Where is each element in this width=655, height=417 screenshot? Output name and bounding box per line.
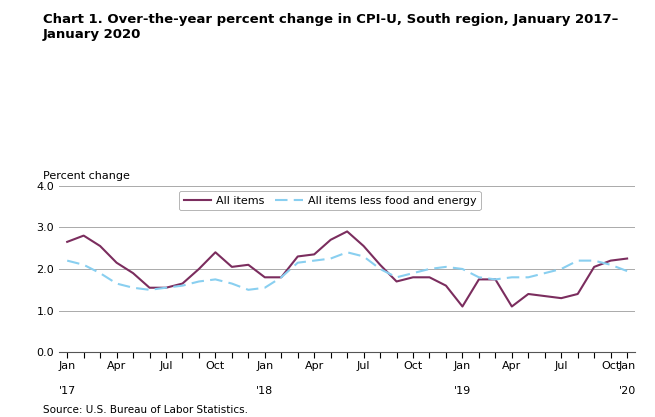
All items less food and energy (228, 281, 236, 286)
All items (244, 262, 252, 267)
All items less food and energy (212, 277, 219, 282)
All items (590, 264, 598, 269)
Line: All items less food and energy: All items less food and energy (67, 252, 627, 290)
Text: '17: '17 (58, 386, 76, 396)
All items (261, 275, 269, 280)
All items (212, 250, 219, 255)
All items (64, 239, 71, 244)
All items less food and energy (80, 262, 88, 267)
All items less food and energy (442, 264, 450, 269)
All items less food and energy (623, 269, 631, 274)
All items (508, 304, 515, 309)
All items less food and energy (426, 266, 434, 271)
All items (409, 275, 417, 280)
All items less food and energy (113, 281, 121, 286)
All items less food and energy (294, 260, 302, 265)
All items less food and energy (277, 275, 285, 280)
All items (80, 233, 88, 238)
All items less food and energy (508, 275, 515, 280)
All items less food and energy (525, 275, 533, 280)
All items (195, 266, 203, 271)
All items (294, 254, 302, 259)
All items (623, 256, 631, 261)
All items (96, 244, 104, 249)
All items less food and energy (376, 266, 384, 271)
All items (145, 285, 153, 290)
All items (475, 277, 483, 282)
Text: Percent change: Percent change (43, 171, 130, 181)
All items less food and energy (244, 287, 252, 292)
All items less food and energy (145, 287, 153, 292)
All items less food and energy (392, 275, 400, 280)
Text: '18: '18 (256, 386, 273, 396)
All items (426, 275, 434, 280)
All items less food and energy (541, 271, 549, 276)
All items (343, 229, 351, 234)
All items less food and energy (607, 262, 614, 267)
All items less food and energy (310, 258, 318, 263)
All items less food and energy (491, 277, 499, 282)
Text: Source: U.S. Bureau of Labor Statistics.: Source: U.S. Bureau of Labor Statistics. (43, 405, 248, 415)
All items (458, 304, 466, 309)
Text: '19: '19 (454, 386, 471, 396)
All items (310, 252, 318, 257)
All items less food and energy (590, 258, 598, 263)
All items less food and energy (129, 285, 137, 290)
All items less food and energy (327, 256, 335, 261)
All items less food and energy (261, 285, 269, 290)
Text: '20: '20 (618, 386, 636, 396)
All items (557, 296, 565, 301)
All items less food and energy (162, 285, 170, 290)
All items (392, 279, 400, 284)
All items (113, 260, 121, 265)
All items (541, 294, 549, 299)
All items less food and energy (343, 250, 351, 255)
All items less food and energy (360, 254, 367, 259)
All items less food and energy (574, 258, 582, 263)
All items less food and energy (409, 271, 417, 276)
All items (360, 244, 367, 249)
All items (179, 281, 187, 286)
All items less food and energy (458, 266, 466, 271)
All items (491, 277, 499, 282)
All items less food and energy (96, 271, 104, 276)
All items less food and energy (195, 279, 203, 284)
All items less food and energy (557, 266, 565, 271)
All items (442, 283, 450, 288)
All items less food and energy (475, 275, 483, 280)
All items less food and energy (179, 283, 187, 288)
All items (607, 258, 614, 263)
Legend: All items, All items less food and energy: All items, All items less food and energ… (179, 191, 481, 210)
All items (228, 264, 236, 269)
All items (277, 275, 285, 280)
All items (162, 285, 170, 290)
All items (574, 291, 582, 296)
All items (376, 262, 384, 267)
Line: All items: All items (67, 231, 627, 306)
All items (327, 237, 335, 242)
All items (129, 271, 137, 276)
All items (525, 291, 533, 296)
Text: Chart 1. Over-the-year percent change in CPI-U, South region, January 2017–
Janu: Chart 1. Over-the-year percent change in… (43, 13, 618, 40)
All items less food and energy (64, 258, 71, 263)
